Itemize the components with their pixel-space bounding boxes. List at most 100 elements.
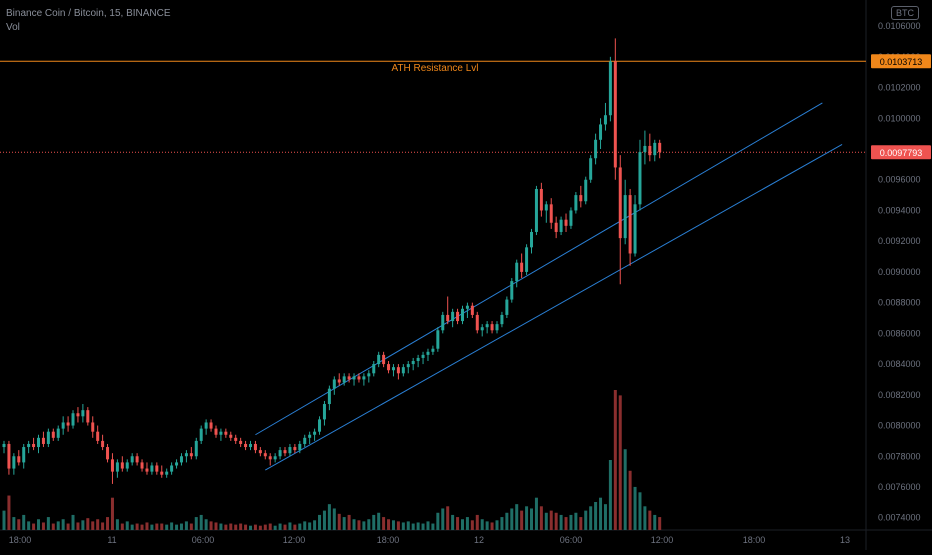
volume-bar	[120, 523, 124, 530]
candle-body	[347, 376, 351, 380]
resistance-label: ATH Resistance Lvl	[391, 63, 478, 74]
candle-body	[342, 376, 346, 383]
volume-bar	[224, 524, 228, 530]
volume-bar	[608, 460, 612, 530]
candle-body	[199, 428, 203, 441]
volume-bar	[322, 510, 326, 530]
volume-bar	[86, 518, 90, 530]
y-tick-label: 0.0106000	[878, 21, 921, 31]
y-tick-label: 0.0080000	[878, 421, 921, 431]
volume-bar	[110, 497, 114, 530]
volume-bar	[239, 523, 243, 530]
volume-bar	[623, 449, 627, 530]
candle-body	[273, 456, 277, 460]
candle-body	[283, 450, 287, 454]
volume-bar	[515, 504, 519, 530]
candle-body	[332, 379, 336, 389]
y-tick-label: 0.0100000	[878, 113, 921, 123]
volume-bar	[293, 524, 297, 530]
volume-bar	[441, 508, 445, 530]
candle-body	[406, 364, 410, 368]
volume-bar	[362, 521, 366, 530]
volume-label: Vol	[6, 22, 20, 33]
volume-bar	[155, 523, 159, 530]
volume-bar	[184, 521, 188, 530]
candle-body	[12, 456, 16, 469]
volume-bar	[2, 510, 6, 530]
volume-bar	[584, 510, 588, 530]
candle-body	[46, 431, 50, 444]
volume-bar	[367, 519, 371, 530]
candle-body	[91, 422, 95, 432]
channel-line-lower	[265, 143, 843, 471]
candle-body	[204, 422, 208, 429]
candle-body	[130, 456, 134, 463]
volume-bar	[653, 514, 657, 530]
volume-bar	[7, 495, 11, 530]
volume-bar	[465, 517, 469, 530]
candle-body	[145, 468, 149, 472]
volume-bar	[480, 519, 484, 530]
volume-bar	[372, 514, 376, 530]
candle-body	[17, 456, 21, 463]
candle-body	[362, 376, 366, 380]
volume-bar	[352, 519, 356, 530]
volume-bar	[559, 514, 563, 530]
candle-body	[244, 443, 248, 448]
volume-bar	[628, 470, 632, 530]
candle-body	[106, 447, 110, 460]
channel-line-upper	[255, 102, 823, 436]
candle-body	[431, 348, 435, 352]
candle-body	[253, 443, 257, 451]
volume-bar	[594, 502, 598, 530]
y-tick-label: 0.0094000	[878, 205, 921, 215]
candle-body	[135, 456, 139, 463]
candle-body	[372, 364, 376, 374]
volume-bar	[530, 508, 534, 530]
candle-body	[219, 431, 223, 435]
volume-bar	[140, 524, 144, 530]
candle-body	[628, 195, 632, 254]
candle-body	[150, 465, 154, 472]
volume-bar	[106, 517, 110, 530]
volume-bar	[416, 522, 420, 530]
volume-bar	[495, 520, 499, 530]
candle-body	[599, 124, 603, 140]
volume-bar	[61, 519, 65, 530]
candle-body	[446, 314, 450, 322]
volume-bar	[308, 522, 312, 530]
y-tick-label: 0.0076000	[878, 482, 921, 492]
candle-body	[61, 422, 65, 429]
candle-body	[125, 462, 129, 469]
volume-bar	[130, 524, 134, 530]
candle-body	[436, 330, 440, 349]
candle-body	[313, 431, 317, 435]
volume-bar	[189, 523, 193, 530]
volume-bar	[229, 523, 233, 530]
candle-body	[327, 388, 331, 405]
volume-bar	[298, 523, 302, 530]
volume-bar	[396, 521, 400, 530]
candle-body	[382, 354, 386, 365]
candle-body	[584, 179, 588, 202]
candle-body	[470, 305, 474, 315]
volume-bar	[357, 520, 361, 530]
x-tick-label: 18:00	[743, 535, 766, 545]
volume-bar	[544, 512, 548, 530]
currency-button[interactable]: BTC	[891, 6, 919, 20]
volume-bar	[145, 522, 149, 530]
volume-bar	[327, 504, 331, 530]
candle-body	[613, 61, 617, 168]
volume-bar	[475, 514, 479, 530]
volume-bar	[56, 521, 60, 530]
volume-bar	[150, 524, 154, 530]
volume-bar	[387, 519, 391, 530]
resistance-price-tag	[871, 54, 931, 69]
candle-body	[623, 195, 627, 239]
volume-bar	[41, 522, 45, 530]
volume-bar	[303, 521, 307, 530]
candle-body	[249, 443, 252, 448]
candle-body	[115, 462, 119, 472]
